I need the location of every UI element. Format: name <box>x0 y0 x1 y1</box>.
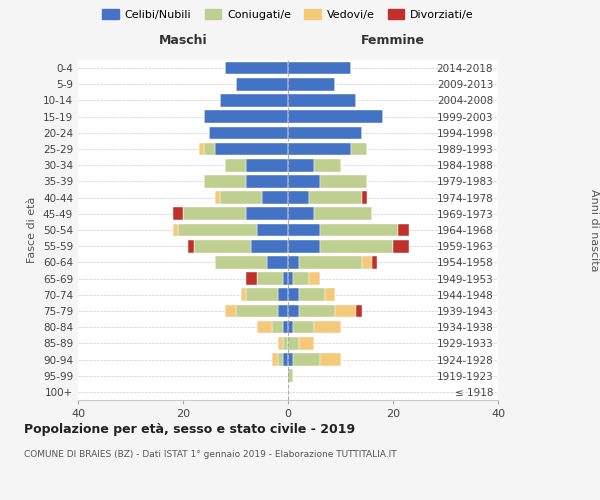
Bar <box>288 370 293 382</box>
Bar <box>288 142 351 156</box>
Bar <box>267 256 288 268</box>
Bar <box>257 321 272 334</box>
Bar <box>215 192 220 204</box>
Text: Femmine: Femmine <box>361 34 425 47</box>
Bar <box>204 175 246 188</box>
Bar <box>288 337 299 349</box>
Bar <box>188 240 193 252</box>
Bar <box>288 256 299 268</box>
Bar <box>288 288 299 301</box>
Bar <box>215 256 267 268</box>
Bar <box>277 288 288 301</box>
Bar <box>235 304 277 318</box>
Bar <box>361 256 372 268</box>
Bar <box>314 159 341 172</box>
Bar <box>173 224 178 236</box>
Bar <box>235 78 288 90</box>
Bar <box>288 304 299 318</box>
Bar <box>325 288 335 301</box>
Bar <box>309 192 361 204</box>
Bar <box>288 110 383 123</box>
Bar <box>246 159 288 172</box>
Bar <box>241 288 246 301</box>
Bar <box>293 353 320 366</box>
Bar <box>320 175 367 188</box>
Bar <box>215 142 288 156</box>
Bar <box>288 126 361 139</box>
Legend: Celibi/Nubili, Coniugati/e, Vedovi/e, Divorziati/e: Celibi/Nubili, Coniugati/e, Vedovi/e, Di… <box>98 4 478 24</box>
Bar <box>277 353 283 366</box>
Text: Maschi: Maschi <box>158 34 208 47</box>
Y-axis label: Fasce di età: Fasce di età <box>28 197 37 263</box>
Bar <box>309 272 320 285</box>
Bar <box>193 240 251 252</box>
Bar <box>173 208 183 220</box>
Bar <box>293 272 309 285</box>
Bar <box>299 288 325 301</box>
Bar <box>272 321 283 334</box>
Bar <box>314 208 372 220</box>
Bar <box>283 337 288 349</box>
Text: COMUNE DI BRAIES (BZ) - Dati ISTAT 1° gennaio 2019 - Elaborazione TUTTITALIA.IT: COMUNE DI BRAIES (BZ) - Dati ISTAT 1° ge… <box>24 450 397 459</box>
Bar <box>251 240 288 252</box>
Bar <box>288 94 356 107</box>
Bar <box>246 208 288 220</box>
Bar <box>288 353 293 366</box>
Bar <box>277 337 283 349</box>
Bar <box>283 272 288 285</box>
Bar <box>288 208 314 220</box>
Bar <box>204 142 215 156</box>
Bar <box>246 272 257 285</box>
Bar <box>288 175 320 188</box>
Bar <box>288 192 309 204</box>
Bar <box>178 224 257 236</box>
Bar <box>293 321 314 334</box>
Bar <box>299 256 361 268</box>
Bar <box>246 175 288 188</box>
Bar <box>288 272 293 285</box>
Bar <box>204 110 288 123</box>
Bar <box>257 272 283 285</box>
Bar <box>299 337 314 349</box>
Bar <box>225 159 246 172</box>
Bar <box>209 126 288 139</box>
Bar <box>220 94 288 107</box>
Bar <box>288 159 314 172</box>
Bar <box>220 192 262 204</box>
Bar <box>277 304 288 318</box>
Bar <box>335 304 356 318</box>
Bar <box>225 62 288 74</box>
Bar <box>225 304 235 318</box>
Bar <box>314 321 341 334</box>
Bar <box>288 224 320 236</box>
Bar <box>299 304 335 318</box>
Bar <box>320 224 398 236</box>
Bar <box>320 353 341 366</box>
Bar <box>288 321 293 334</box>
Bar <box>183 208 246 220</box>
Bar <box>283 353 288 366</box>
Bar <box>288 78 335 90</box>
Bar <box>398 224 409 236</box>
Bar <box>257 224 288 236</box>
Bar <box>246 288 277 301</box>
Bar <box>288 62 351 74</box>
Bar <box>283 321 288 334</box>
Bar <box>372 256 377 268</box>
Bar <box>288 240 320 252</box>
Bar <box>351 142 367 156</box>
Bar <box>361 192 367 204</box>
Text: Popolazione per età, sesso e stato civile - 2019: Popolazione per età, sesso e stato civil… <box>24 422 355 436</box>
Text: Anni di nascita: Anni di nascita <box>589 188 599 271</box>
Bar <box>272 353 277 366</box>
Bar <box>356 304 361 318</box>
Bar <box>262 192 288 204</box>
Bar <box>393 240 409 252</box>
Bar <box>320 240 393 252</box>
Bar <box>199 142 204 156</box>
